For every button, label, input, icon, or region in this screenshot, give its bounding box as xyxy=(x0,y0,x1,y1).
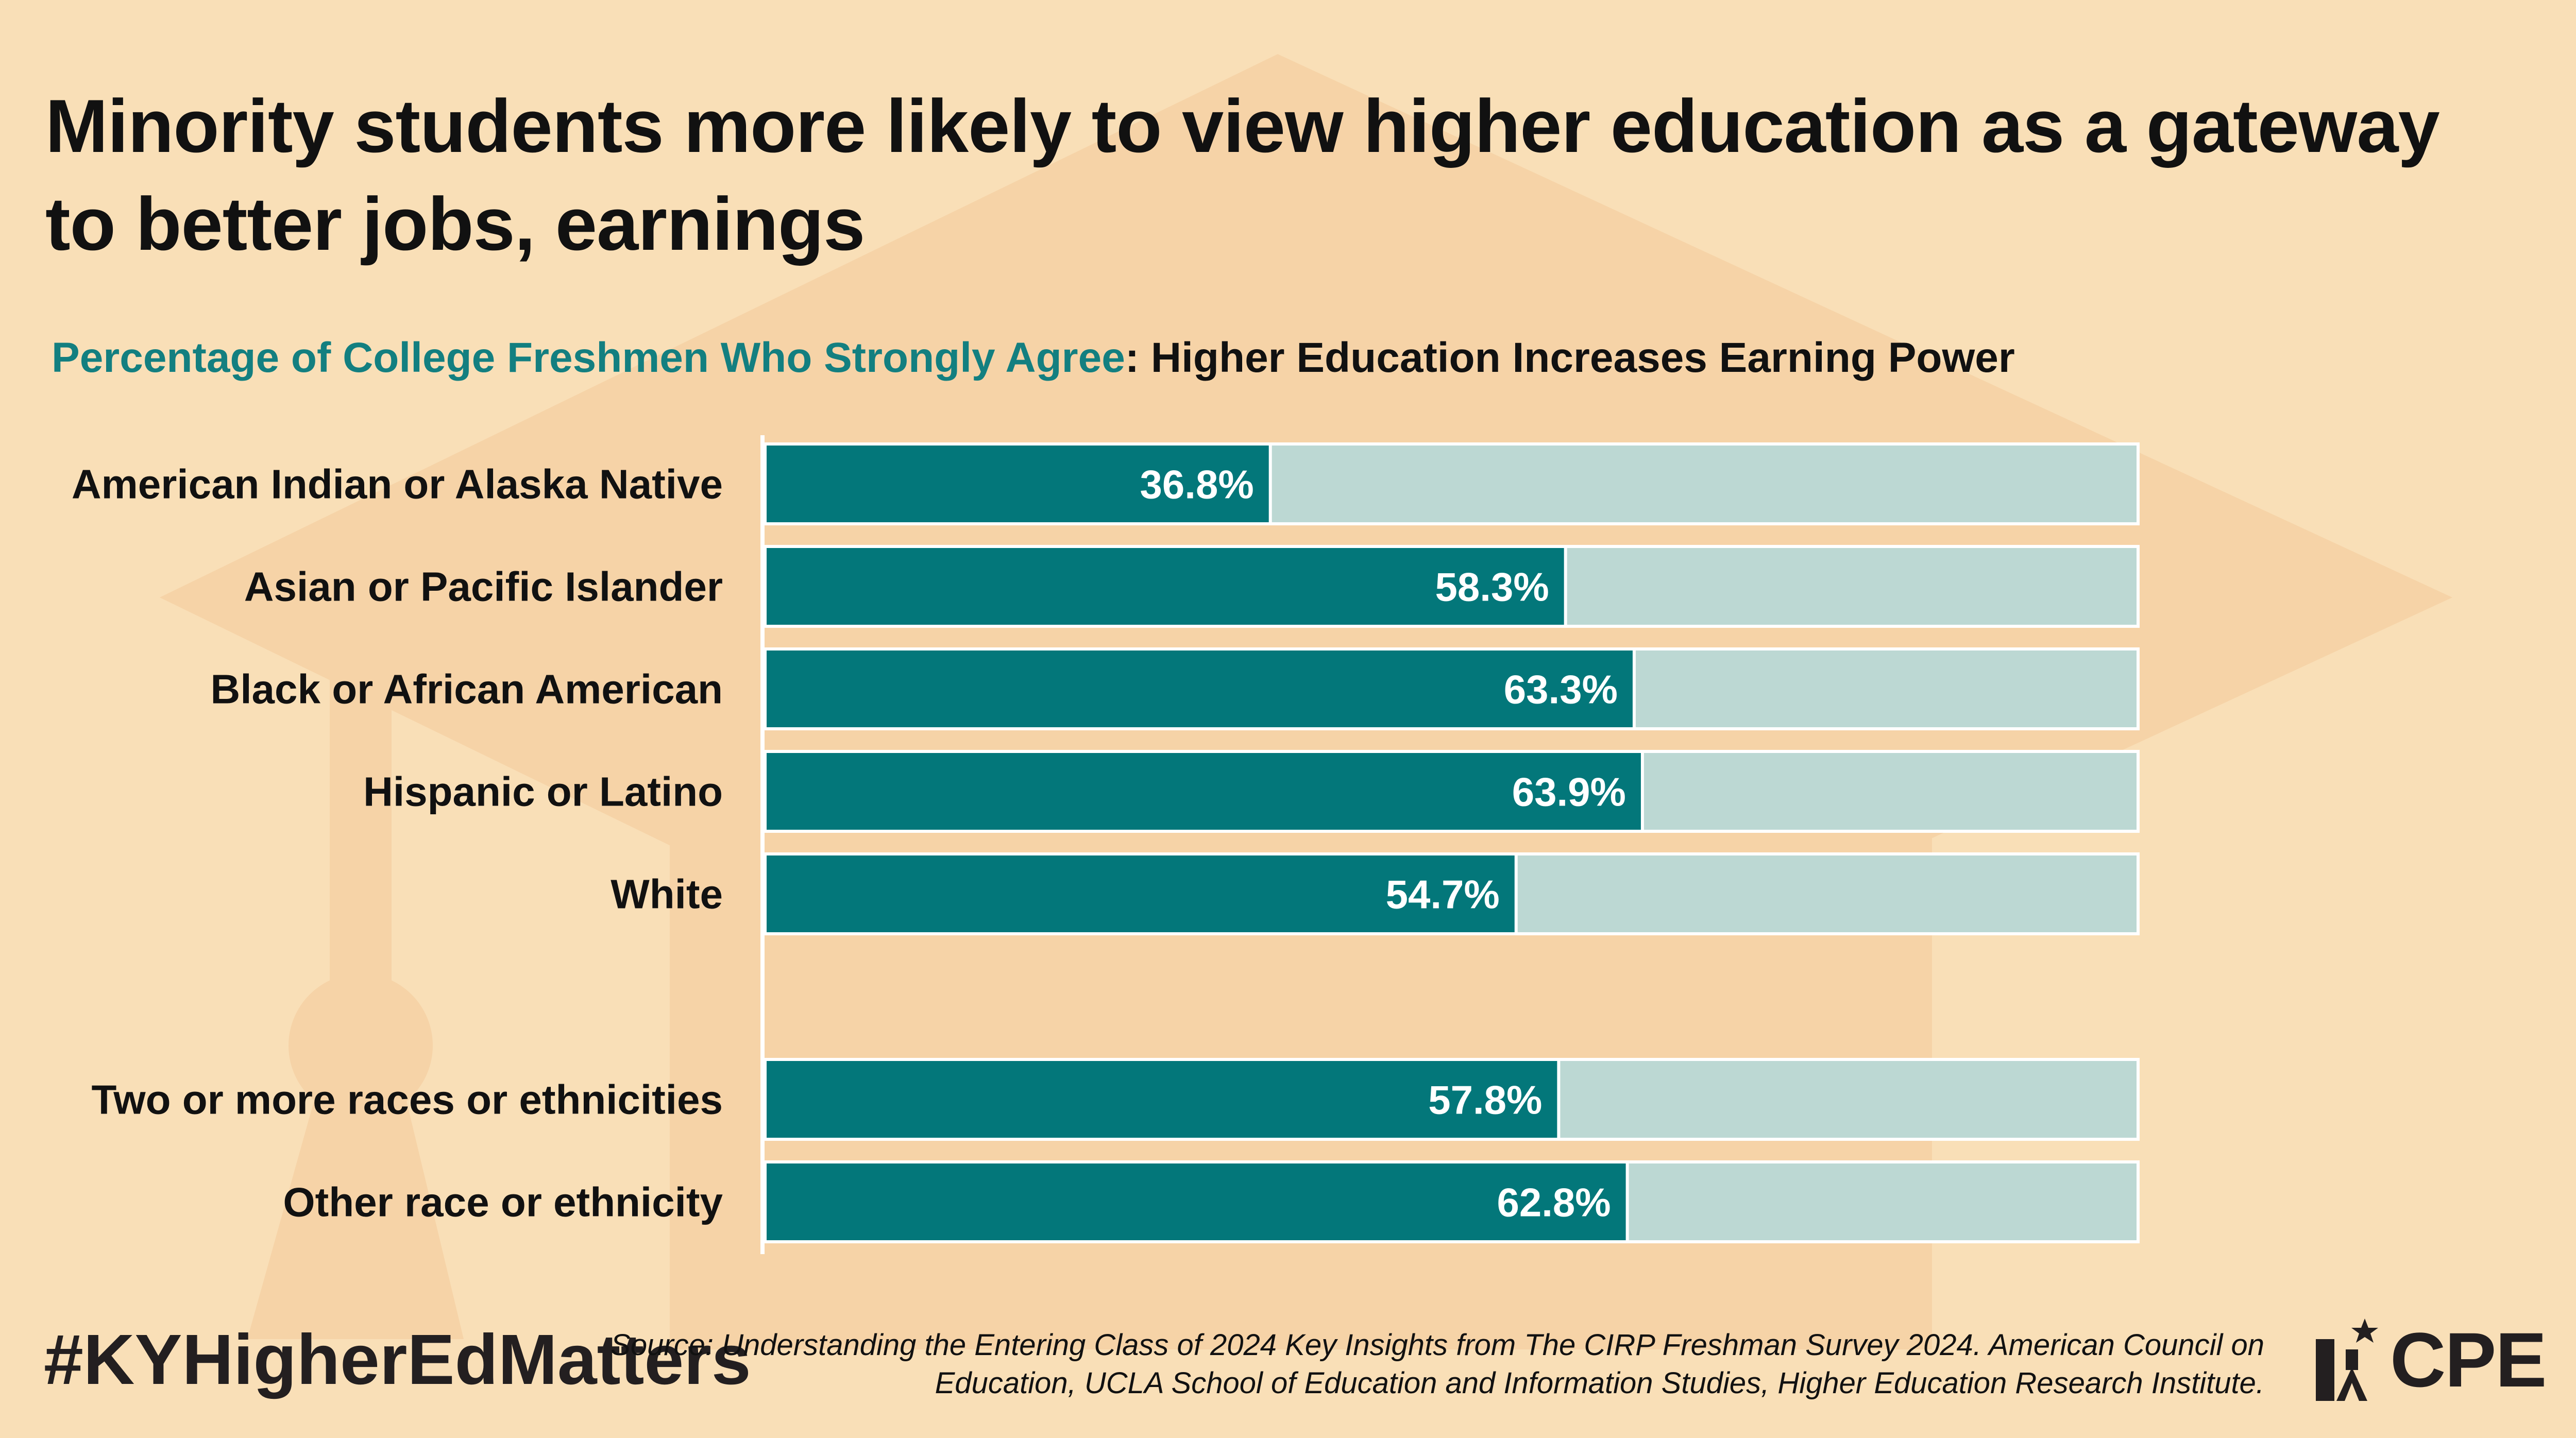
hashtag: #KYHigherEdMatters xyxy=(44,1320,751,1399)
bar-value-label: 62.8% xyxy=(1497,1180,1611,1225)
bar-value-label: 57.8% xyxy=(1428,1077,1542,1123)
subtitle-rest: : Higher Education Increases Earning Pow… xyxy=(1125,334,2015,381)
bar-value-label: 36.8% xyxy=(1140,462,1254,507)
bar-value-label: 63.9% xyxy=(1512,769,1626,815)
bar xyxy=(764,750,1644,833)
bar xyxy=(764,852,1518,935)
category-label: Black or African American xyxy=(211,666,723,712)
bar xyxy=(764,545,1567,628)
cpe-logo: CPE xyxy=(2316,1316,2547,1403)
category-label: Two or more races or ethnicities xyxy=(91,1077,723,1123)
bar xyxy=(764,442,1272,525)
page-title: Minority students more likely to view hi… xyxy=(45,84,2440,266)
category-label: Other race or ethnicity xyxy=(283,1179,723,1225)
source-citation: Source: Understanding the Entering Class… xyxy=(611,1328,2264,1400)
subtitle-accent: Percentage of College Freshmen Who Stron… xyxy=(52,334,1125,381)
bar-value-label: 54.7% xyxy=(1386,872,1500,917)
bar xyxy=(764,647,1636,730)
bar xyxy=(764,1058,1561,1141)
category-label: Hispanic or Latino xyxy=(363,769,723,815)
bar-value-label: 63.3% xyxy=(1504,667,1618,712)
bar-value-label: 58.3% xyxy=(1435,564,1549,610)
bar xyxy=(764,1160,1629,1243)
category-label: American Indian or Alaska Native xyxy=(72,461,723,507)
chart-subtitle: Percentage of College Freshmen Who Stron… xyxy=(52,330,2015,386)
logo-text: CPE xyxy=(2390,1316,2547,1403)
category-label: White xyxy=(611,871,723,917)
star-figure-icon xyxy=(2316,1319,2378,1401)
category-label: Asian or Pacific Islander xyxy=(244,564,723,610)
